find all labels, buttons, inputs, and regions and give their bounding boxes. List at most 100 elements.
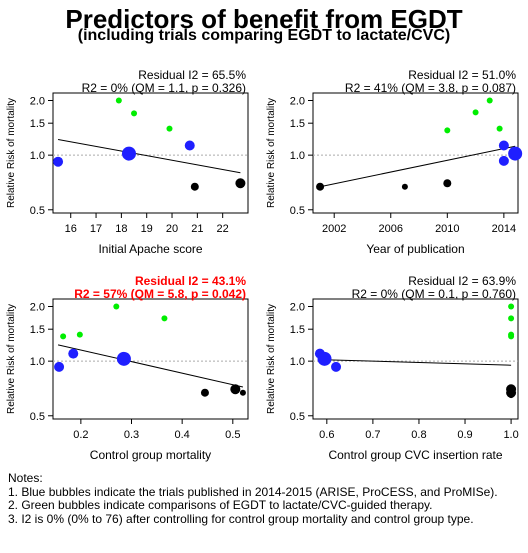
stat-r2: R2 = 57% (QM = 5.8, p = 0.042): [74, 287, 246, 301]
note-line-1: 1. Blue bubbles indicate the trials publ…: [8, 484, 498, 499]
x-tick-label: 2014: [492, 223, 516, 235]
bubble-black: [316, 182, 325, 191]
note-line-3: 3. I2 is 0% (0% to 76) after controlling…: [8, 511, 474, 526]
plot-frame: [312, 92, 519, 214]
bubble-green: [496, 125, 503, 132]
x-tick-label: 22: [217, 223, 229, 235]
x-tick-label: 2002: [322, 223, 346, 235]
bubble-black: [200, 388, 209, 397]
y-tick-label: 0.5: [290, 411, 305, 423]
bubble-green: [113, 303, 120, 310]
y-tick-label: 2.0: [30, 302, 45, 314]
y-axis-label: Relative Risk of mortality: [266, 304, 277, 414]
x-tick-label: 0.9: [457, 429, 472, 441]
y-tick-label: 1.5: [30, 324, 45, 336]
x-tick-label: 2006: [379, 223, 403, 235]
bubble-blue: [184, 140, 195, 151]
bubble-blue: [54, 361, 65, 372]
bubble-black: [230, 384, 241, 395]
y-axis-label: Relative Risk of mortality: [266, 98, 277, 208]
chart-title: Predictors of benefit from EGDT: [65, 4, 463, 34]
bubble-green: [472, 109, 479, 116]
stat-residual-i2: Residual I2 = 63.9%: [408, 274, 516, 288]
y-tick-label: 1.5: [290, 324, 305, 336]
y-tick-label: 1.0: [30, 356, 45, 368]
y-axis-label: Relative Risk of mortality: [6, 98, 17, 208]
x-tick-label: 0.7: [365, 429, 380, 441]
x-tick-label: 0.3: [124, 429, 139, 441]
x-tick-label: 0.2: [73, 429, 88, 441]
bubble-blue: [317, 351, 332, 366]
bubble-blue: [121, 146, 136, 161]
y-tick-label: 0.5: [30, 205, 45, 217]
x-axis-label: Year of publication: [366, 242, 464, 256]
stat-r2: R2 = 0% (QM = 1.1, p = 0.326): [82, 81, 246, 95]
x-tick-label: 0.4: [175, 429, 190, 441]
bubble-green: [161, 315, 168, 322]
x-tick-label: 0.8: [411, 429, 426, 441]
bubble-blue: [508, 146, 523, 161]
stat-r2: R2 = 41% (QM = 3.8, p = 0.087): [345, 81, 516, 95]
regression-line: [319, 145, 516, 188]
notes-heading: Notes:: [8, 471, 43, 485]
x-tick-label: 0.5: [225, 429, 240, 441]
bubble-green: [131, 110, 138, 117]
regression-line: [319, 359, 512, 366]
plot-frame: [52, 298, 249, 420]
x-tick-label: 19: [141, 223, 153, 235]
stat-residual-i2: Residual I2 = 65.5%: [138, 68, 246, 82]
x-tick-label: 20: [166, 223, 178, 235]
bubble-green: [508, 333, 515, 340]
bubble-green: [166, 125, 173, 132]
y-axis-label: Relative Risk of mortality: [6, 304, 17, 414]
x-axis-label: Control group CVC insertion rate: [328, 448, 502, 462]
x-tick-label: 16: [65, 223, 77, 235]
plot-frame: [312, 298, 519, 420]
y-tick-label: 2.0: [290, 302, 305, 314]
bubble-green: [76, 331, 83, 338]
bubble-green: [486, 97, 493, 104]
panel-bottom-right: 0.6 0.7 0.8 0.9 1.0 0.5 1.0 1.5 2.0 Control group…: [266, 274, 519, 462]
y-tick-label: 1.0: [290, 150, 305, 162]
stat-r2: R2 = 0% (QM = 0.1, p = 0.760): [352, 287, 516, 301]
regression-line: [57, 138, 241, 174]
note-line-2: 2. Green bubbles indicate comparisons of…: [8, 498, 433, 512]
bubble-black: [443, 179, 452, 188]
bubble-black: [235, 178, 246, 189]
x-tick-label: 1.0: [503, 429, 518, 441]
y-tick-label: 2.0: [290, 96, 305, 108]
plots-canvas: 16 17 18 19 20 21 22 0.5 1.0 1.5 2.0 Initial Apache…: [6, 68, 523, 462]
x-axis-label: Control group mortality: [90, 448, 211, 462]
x-tick-label: 2010: [435, 223, 459, 235]
chart-subtitle: (including trials comparing EGDT to lact…: [77, 27, 451, 44]
stat-residual-i2: Residual I2 = 51.0%: [408, 68, 516, 82]
panel-top-right: 2002 2006 2010 2014 0.5 1.0 1.5 2.0 Year of publ…: [266, 68, 523, 256]
stat-residual-i2: Residual I2 = 43.1%: [135, 274, 246, 288]
bubble-black: [508, 392, 515, 399]
x-tick-label: 17: [90, 223, 102, 235]
x-tick-label: 21: [191, 223, 203, 235]
y-tick-label: 1.0: [290, 356, 305, 368]
bubble-blue: [116, 351, 131, 366]
bubble-black: [190, 182, 199, 191]
x-axis-label: Initial Apache score: [98, 242, 202, 256]
bubble-green: [444, 127, 451, 134]
bubble-green: [60, 333, 67, 340]
bubble-black: [239, 389, 246, 396]
y-tick-label: 1.5: [30, 118, 45, 130]
bubble-blue: [498, 140, 509, 151]
panel-top-left: 16 17 18 19 20 21 22 0.5 1.0 1.5 2.0 Initial Apache…: [6, 68, 249, 256]
y-tick-label: 0.5: [290, 205, 305, 217]
x-tick-label: 18: [115, 223, 127, 235]
y-tick-label: 1.5: [290, 118, 305, 130]
plot-frame: [52, 92, 249, 214]
bubble-green: [508, 303, 515, 310]
x-tick-label: 0.6: [319, 429, 334, 441]
bubble-black: [401, 183, 408, 190]
bubble-blue: [331, 361, 342, 372]
panel-bottom-left: 0.2 0.3 0.4 0.5 0.5 1.0 1.5 2.0 Control group mo…: [6, 274, 249, 462]
regression-line: [57, 344, 244, 388]
bubble-green: [115, 97, 122, 104]
bubble-blue: [498, 155, 509, 166]
notes: Notes: 1. Blue bubbles indicate the tria…: [8, 471, 523, 526]
